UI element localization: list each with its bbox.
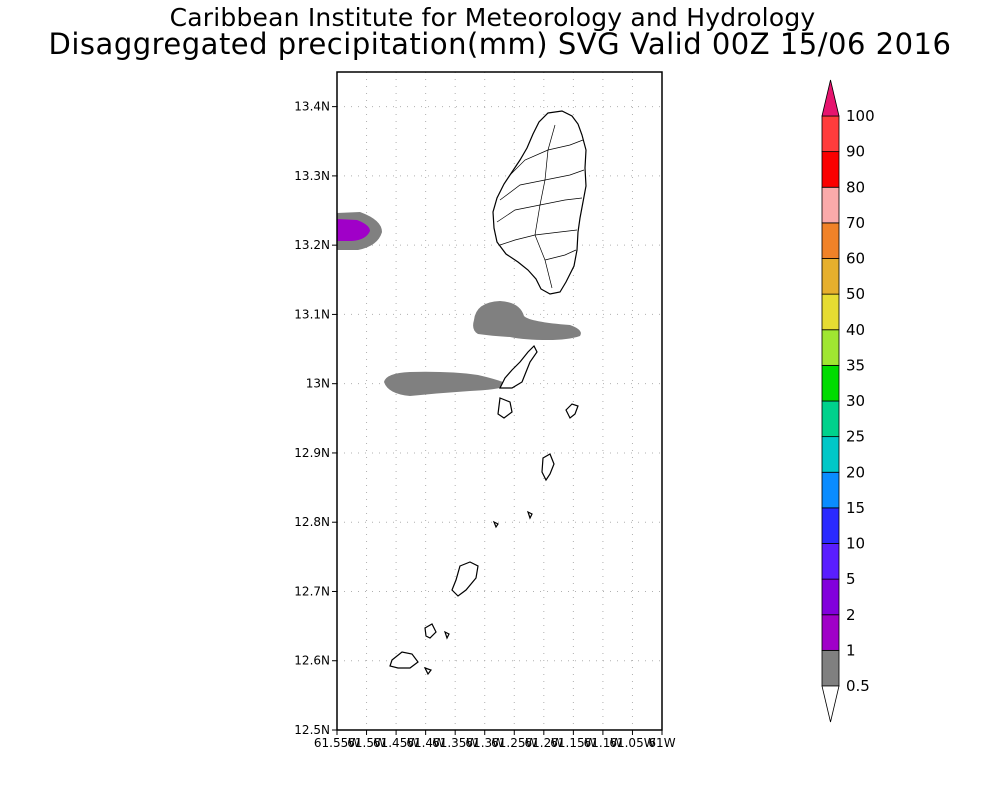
legend-label: 25	[846, 428, 865, 446]
lat-tick-label: 12.9N	[294, 446, 330, 460]
island-grenadines-south	[389, 651, 419, 669]
legend-swatch	[821, 436, 840, 473]
lat-tick-label: 13.3N	[294, 169, 330, 183]
legend-over-arrow	[821, 79, 840, 117]
legend-label: 20	[846, 463, 865, 481]
lon-tick-label: 61.55W	[314, 736, 360, 750]
island-union	[451, 561, 479, 597]
legend-under-arrow	[821, 685, 840, 723]
legend-label: 30	[846, 392, 865, 410]
rain-area-south	[384, 371, 510, 396]
precipitation-field	[337, 212, 581, 396]
legend-swatch	[821, 649, 840, 687]
legend-label: 40	[846, 321, 865, 339]
legend-swatch	[821, 222, 840, 259]
legend-swatch	[821, 471, 840, 509]
latitude-axis: 13.4N 13.3N 13.2N 13.1N 13N 12.9N 12.8N 12.7N 12…	[294, 100, 337, 737]
legend-swatch	[821, 186, 840, 224]
legend-label: 90	[846, 143, 865, 161]
lon-tick-label: 61.5W	[347, 736, 386, 750]
lat-tick-label: 13N	[306, 377, 330, 391]
legend-swatch	[821, 293, 840, 331]
island-carriacou	[424, 623, 437, 639]
legend-swatch	[821, 364, 840, 402]
rain-area-west-core	[337, 219, 370, 241]
lon-tick-label: 61.15W	[550, 736, 596, 750]
legend-label: 100	[846, 107, 875, 125]
island-islet-1	[497, 397, 513, 419]
coastlines	[389, 110, 587, 676]
legend-label: 70	[846, 214, 865, 232]
lat-tick-label: 12.6N	[294, 654, 330, 668]
lat-tick-label: 12.5N	[294, 723, 330, 737]
legend-label: 50	[846, 285, 865, 303]
lon-tick-label: 61.3W	[465, 736, 504, 750]
legend-swatch	[821, 507, 840, 544]
lat-tick-label: 13.4N	[294, 100, 330, 114]
legend-swatch	[821, 400, 840, 438]
legend-swatch	[821, 614, 840, 651]
lon-tick-label: 61.45W	[373, 736, 419, 750]
lon-tick-label: 61.1W	[584, 736, 623, 750]
lon-tick-label: 61.05W	[609, 736, 655, 750]
legend-label: 35	[846, 356, 865, 374]
product-title: Disaggregated precipitation(mm) SVG Vali…	[48, 27, 952, 61]
lon-tick-label: 61.25W	[491, 736, 537, 750]
island-islet-3	[423, 666, 432, 676]
lat-tick-label: 12.8N	[294, 515, 330, 529]
legend-label: 60	[846, 250, 865, 268]
lat-tick-label: 13.1N	[294, 307, 330, 321]
legend-label: 2	[846, 606, 856, 624]
island-islet-2	[526, 510, 533, 520]
legend-label: 5	[846, 570, 856, 588]
island-st-vincent-rivers	[496, 124, 585, 289]
island-bequia	[499, 344, 538, 389]
lon-tick-label: 61.2W	[525, 736, 564, 750]
longitude-axis: 61.55W61.5W61.45W61.4W61.35W61.3W61.25W6…	[314, 730, 676, 750]
legend-label: 80	[846, 178, 865, 196]
legend-swatch	[821, 578, 840, 616]
lat-tick-label: 12.7N	[294, 584, 330, 598]
legend-swatch	[821, 258, 840, 295]
map-grid	[337, 72, 662, 730]
island-canouan	[541, 453, 555, 482]
lon-tick-label: 61W	[648, 736, 675, 750]
legend-swatch	[821, 115, 840, 153]
legend-swatch	[821, 329, 840, 366]
island-petite-martinique	[443, 630, 450, 640]
legend-swatch	[821, 151, 840, 188]
legend-swatch	[821, 543, 840, 580]
legend-label: 1	[846, 641, 856, 659]
island-mayreau	[492, 520, 499, 529]
island-st-vincent	[492, 110, 587, 295]
map-frame	[336, 71, 663, 731]
legend-label: 10	[846, 535, 865, 553]
island-mustique	[565, 403, 579, 419]
legend-label: 0.5	[846, 677, 870, 695]
rain-area-central	[473, 301, 581, 340]
lat-tick-label: 13.2N	[294, 238, 330, 252]
lon-tick-label: 61.35W	[432, 736, 478, 750]
institute-title: Caribbean Institute for Meteorology and …	[169, 3, 816, 32]
lon-tick-label: 61.4W	[406, 736, 445, 750]
legend-label: 15	[846, 499, 865, 517]
